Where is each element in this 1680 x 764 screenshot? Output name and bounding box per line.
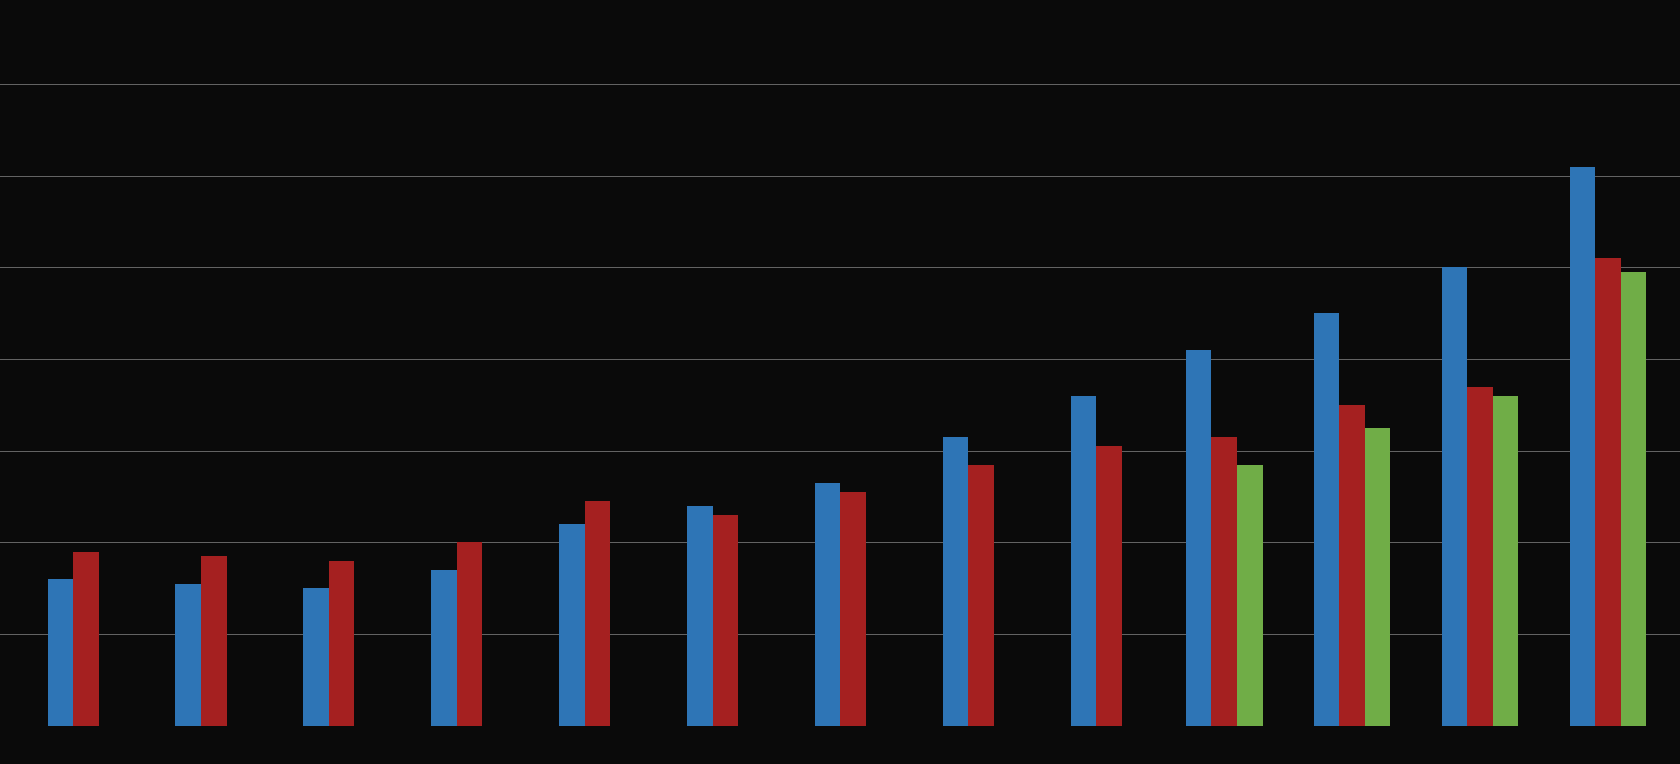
Bar — [1364, 428, 1389, 726]
Bar — [712, 515, 738, 726]
Bar — [1070, 396, 1095, 726]
Bar — [559, 524, 585, 726]
Bar — [202, 556, 227, 726]
Bar — [175, 584, 202, 726]
Bar — [1594, 258, 1620, 726]
Bar — [457, 542, 482, 726]
Bar — [1095, 446, 1121, 726]
Bar — [432, 570, 457, 726]
Bar — [47, 579, 72, 726]
Bar — [302, 588, 329, 726]
Bar — [1211, 437, 1236, 726]
Bar — [815, 483, 840, 726]
Bar — [968, 465, 993, 726]
Bar — [840, 492, 865, 726]
Bar — [1441, 267, 1467, 726]
Bar — [1184, 350, 1211, 726]
Bar — [1492, 396, 1517, 726]
Bar — [585, 501, 610, 726]
Bar — [1569, 167, 1594, 726]
Bar — [942, 437, 968, 726]
Bar — [1467, 387, 1492, 726]
Bar — [687, 506, 712, 726]
Bar — [1314, 313, 1339, 726]
Bar — [329, 561, 354, 726]
Bar — [72, 552, 99, 726]
Bar — [1236, 465, 1262, 726]
Bar — [1620, 272, 1645, 726]
Bar — [1339, 405, 1364, 726]
